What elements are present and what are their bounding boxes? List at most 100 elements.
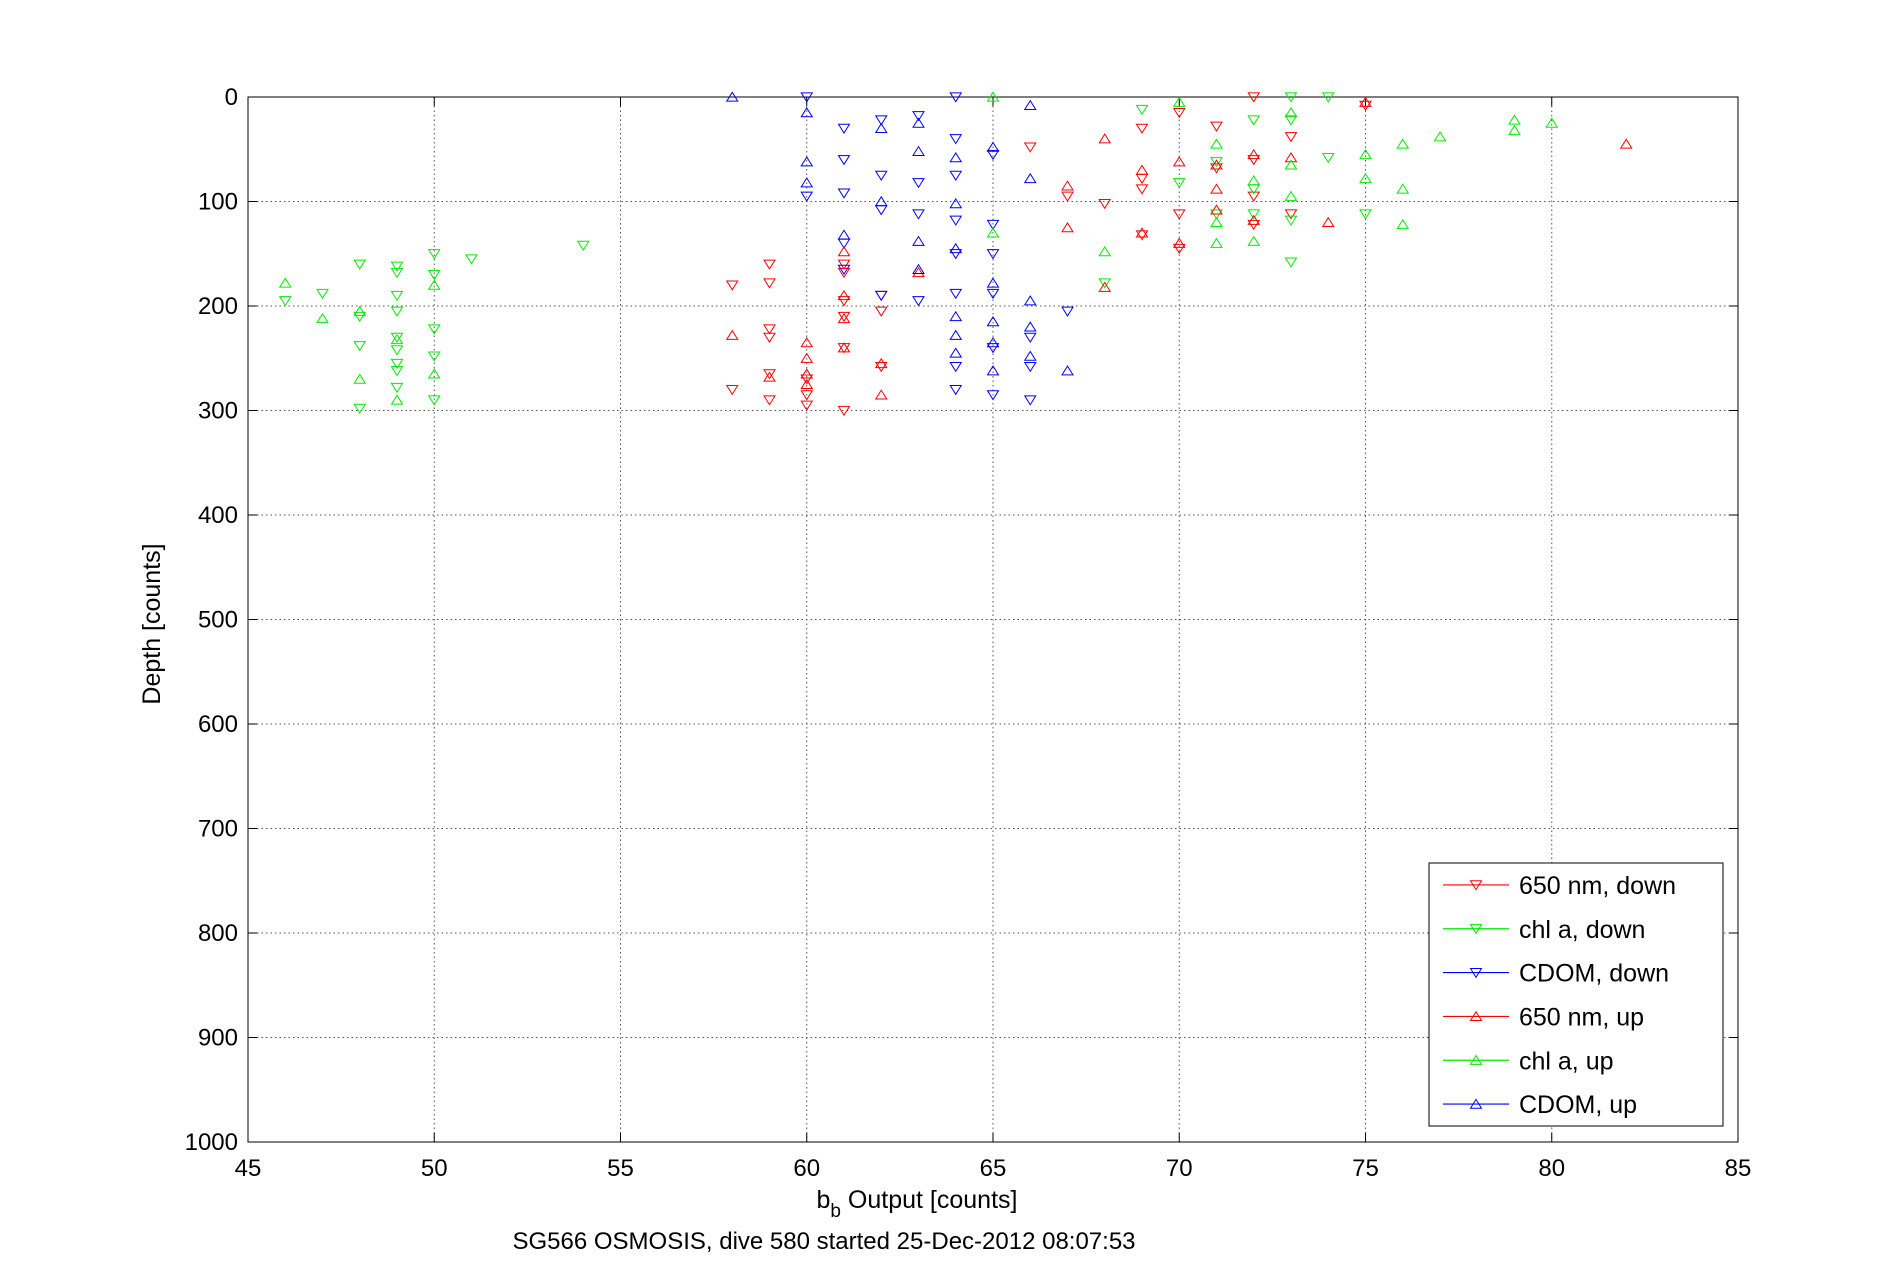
data-point-chl-a-down bbox=[390, 382, 404, 394]
legend-marker-cdom-down bbox=[1469, 967, 1483, 979]
data-point-chl-a-down bbox=[390, 345, 404, 356]
legend-marker-650-nm-down bbox=[1469, 880, 1483, 891]
data-point-cdom-up bbox=[986, 365, 1000, 376]
data-point-650-nm-down bbox=[1247, 92, 1261, 103]
data-point-cdom-up bbox=[874, 122, 888, 133]
data-point-chl-a-down bbox=[390, 290, 404, 302]
data-point-650-nm-up bbox=[1321, 216, 1335, 228]
legend-marker-cdom-up bbox=[1469, 1098, 1483, 1109]
data-point-chl-a-down bbox=[353, 341, 367, 352]
x-tick-label: 85 bbox=[1725, 1155, 1752, 1182]
data-point-chl-a-down bbox=[1359, 209, 1372, 220]
data-point-chl-a-down bbox=[1284, 215, 1298, 226]
data-point-chl-a-down bbox=[353, 259, 367, 270]
data-point-650-nm-down bbox=[763, 259, 776, 270]
y-tick-label: 900 bbox=[198, 1025, 238, 1052]
data-point-chl-a-down bbox=[1210, 157, 1223, 168]
data-point-cdom-up bbox=[949, 242, 963, 254]
data-point-cdom-up bbox=[1023, 99, 1037, 110]
data-point-chl-a-up bbox=[1508, 114, 1521, 125]
data-point-cdom-down bbox=[837, 123, 851, 134]
y-tick-label: 800 bbox=[198, 920, 238, 947]
marks-layer bbox=[278, 91, 1633, 417]
x-axis-label: bb Output [counts] bbox=[817, 1186, 1018, 1222]
data-point-cdom-down bbox=[800, 191, 814, 202]
data-point-650-nm-up bbox=[1359, 96, 1372, 107]
data-point-650-nm-up bbox=[837, 342, 851, 353]
data-point-cdom-down bbox=[1023, 395, 1037, 406]
data-point-650-nm-down bbox=[1172, 243, 1186, 255]
data-point-chl-a-up bbox=[1247, 235, 1261, 246]
data-point-chl-a-down bbox=[1098, 278, 1112, 289]
data-point-chl-a-up bbox=[1284, 107, 1298, 118]
data-point-cdom-up bbox=[912, 235, 925, 246]
data-point-cdom-up bbox=[800, 107, 814, 118]
grid-layer bbox=[248, 97, 1738, 1142]
data-point-cdom-up bbox=[949, 197, 963, 209]
data-point-cdom-down bbox=[1023, 332, 1037, 343]
data-point-cdom-up bbox=[986, 277, 1000, 288]
data-point-cdom-down bbox=[986, 390, 1000, 401]
data-point-chl-a-down bbox=[1321, 152, 1335, 164]
data-point-cdom-up bbox=[1023, 172, 1037, 184]
data-point-cdom-down bbox=[837, 155, 851, 166]
data-point-chl-a-down bbox=[278, 296, 292, 307]
data-point-chl-a-up bbox=[1433, 131, 1447, 142]
data-point-cdom-down bbox=[837, 188, 851, 199]
data-point-650-nm-down bbox=[1359, 100, 1372, 111]
x-axis-label-subscript: b bbox=[830, 1201, 841, 1222]
x-tick-label: 65 bbox=[980, 1155, 1007, 1182]
data-point-chl-a-down bbox=[1284, 115, 1298, 126]
data-point-650-nm-down bbox=[1210, 121, 1223, 132]
data-point-chl-a-up bbox=[1284, 190, 1298, 201]
data-point-chl-a-up bbox=[1396, 218, 1410, 230]
data-point-chl-a-down bbox=[390, 267, 404, 279]
data-point-650-nm-down bbox=[725, 280, 739, 291]
data-point-650-nm-up bbox=[800, 378, 814, 389]
data-point-650-nm-up bbox=[1172, 237, 1186, 248]
data-point-650-nm-up bbox=[763, 371, 776, 382]
data-point-650-nm-down bbox=[1247, 191, 1261, 202]
data-point-650-nm-up bbox=[800, 336, 814, 348]
data-point-cdom-down bbox=[837, 264, 851, 276]
data-point-cdom-up bbox=[986, 141, 1000, 152]
legend-box bbox=[1428, 862, 1724, 1127]
data-point-650-nm-down bbox=[874, 361, 888, 373]
data-point-650-nm-down bbox=[837, 405, 851, 417]
data-point-chl-a-up bbox=[986, 91, 1000, 102]
data-point-650-nm-down bbox=[837, 296, 851, 307]
data-point-chl-a-down bbox=[1321, 92, 1335, 103]
legend-label-cdom-up: CDOM, up bbox=[1519, 1091, 1637, 1119]
data-point-cdom-down bbox=[986, 219, 1000, 231]
data-point-650-nm-down bbox=[1172, 209, 1186, 220]
data-point-cdom-down bbox=[800, 92, 814, 103]
legend-label-chl-a-up: chl a, up bbox=[1519, 1047, 1614, 1075]
data-point-cdom-down bbox=[912, 178, 925, 189]
y-tick-label: 200 bbox=[198, 293, 238, 320]
data-point-chl-a-up bbox=[986, 227, 1000, 238]
data-point-cdom-up bbox=[800, 156, 814, 167]
data-point-cdom-down bbox=[949, 215, 963, 226]
data-point-chl-a-down bbox=[1247, 209, 1261, 220]
data-point-650-nm-up bbox=[1135, 164, 1149, 175]
data-point-cdom-up bbox=[912, 145, 925, 156]
data-point-cdom-down bbox=[949, 361, 963, 373]
data-point-cdom-down bbox=[874, 170, 888, 181]
data-point-chl-a-down bbox=[1284, 257, 1298, 268]
x-tick-label: 50 bbox=[421, 1155, 448, 1182]
x-tick-label: 75 bbox=[1352, 1155, 1379, 1182]
data-point-cdom-down bbox=[949, 170, 963, 181]
x-tick-label: 70 bbox=[1166, 1155, 1193, 1182]
data-point-chl-a-up bbox=[390, 333, 404, 345]
data-point-chl-a-up bbox=[1396, 138, 1410, 149]
data-point-chl-a-up bbox=[427, 368, 441, 379]
data-point-cdom-up bbox=[949, 151, 963, 163]
data-point-650-nm-down bbox=[763, 332, 776, 343]
data-point-cdom-down bbox=[912, 209, 925, 220]
data-point-cdom-up bbox=[1023, 350, 1037, 361]
data-point-chl-a-up bbox=[1172, 96, 1186, 107]
data-point-cdom-up bbox=[949, 347, 963, 358]
data-point-650-nm-up bbox=[1210, 204, 1223, 215]
data-point-chl-a-up bbox=[1210, 237, 1223, 248]
data-point-chl-a-down bbox=[465, 254, 478, 265]
